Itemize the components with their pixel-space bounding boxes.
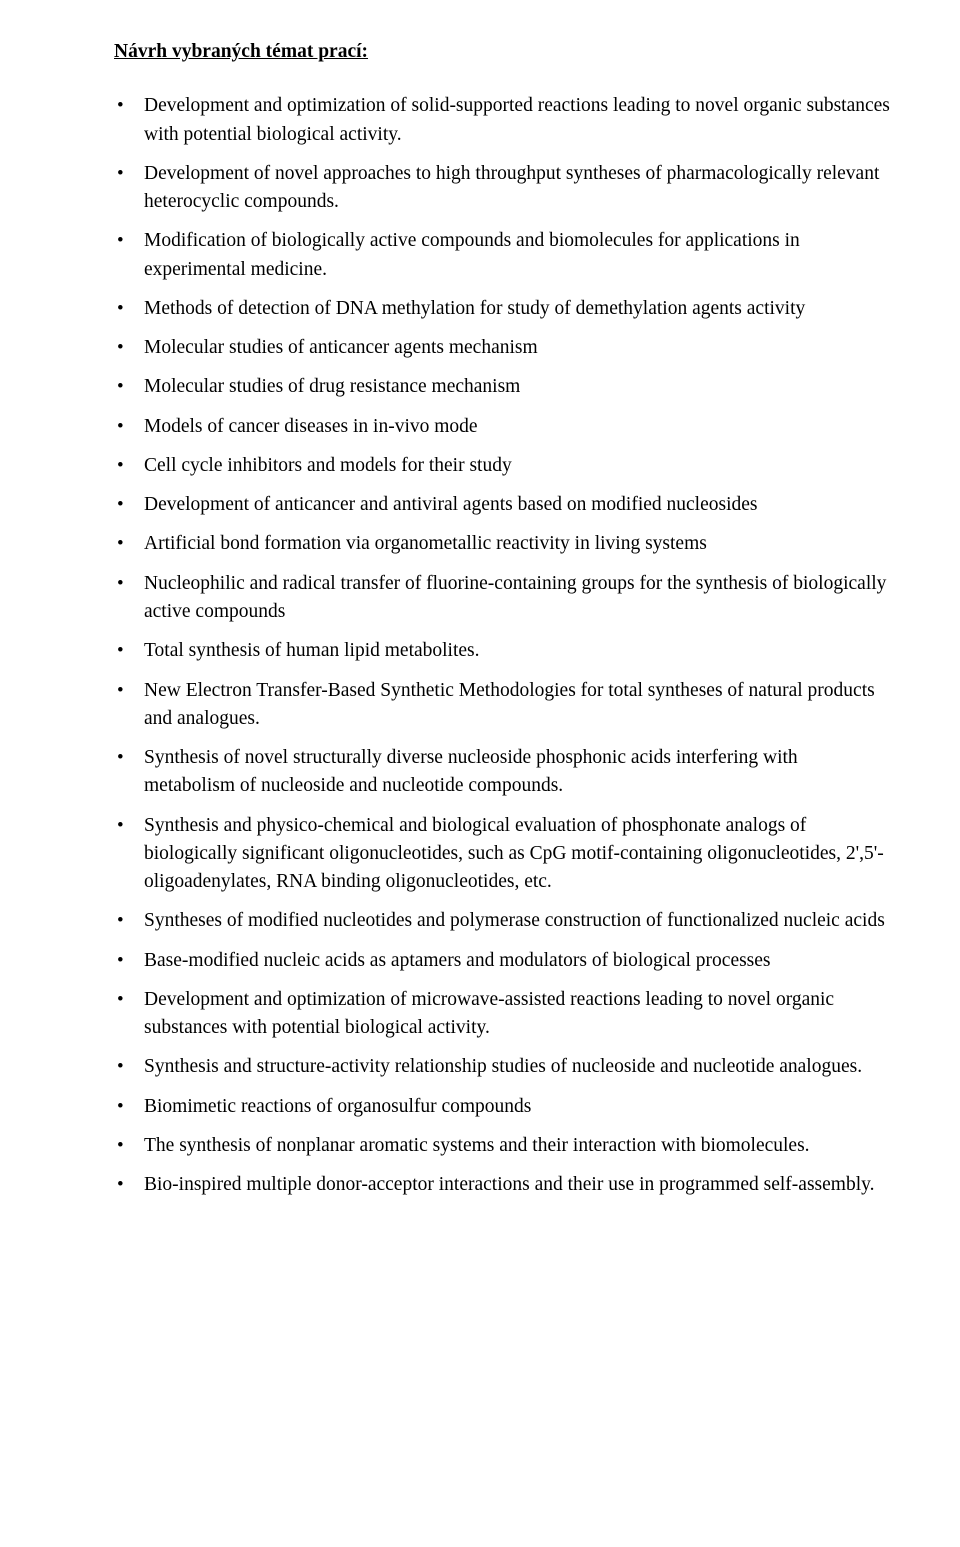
list-item-text: Total synthesis of human lipid metabolit… bbox=[144, 640, 480, 661]
list-item: Total synthesis of human lipid metabolit… bbox=[114, 637, 892, 665]
list-item-text: Modification of biologically active comp… bbox=[144, 230, 800, 279]
list-item: Synthesis and physico-chemical and biolo… bbox=[114, 812, 892, 897]
list-item-text: New Electron Transfer-Based Synthetic Me… bbox=[144, 680, 875, 729]
list-item-text: Development of novel approaches to high … bbox=[144, 163, 879, 212]
list-item: Molecular studies of drug resistance mec… bbox=[114, 373, 892, 401]
list-item-text: Development and optimization of microwav… bbox=[144, 989, 834, 1038]
list-item-text: Cell cycle inhibitors and models for the… bbox=[144, 455, 512, 476]
document-page: Návrh vybraných témat prací: Development… bbox=[0, 0, 960, 1241]
list-item: Artificial bond formation via organometa… bbox=[114, 530, 892, 558]
list-item-text: Synthesis and physico-chemical and biolo… bbox=[144, 815, 884, 893]
list-item: Syntheses of modified nucleotides and po… bbox=[114, 907, 892, 935]
list-item: The synthesis of nonplanar aromatic syst… bbox=[114, 1132, 892, 1160]
list-item-text: Molecular studies of anticancer agents m… bbox=[144, 337, 538, 358]
list-item: Modification of biologically active comp… bbox=[114, 227, 892, 284]
list-item-text: Syntheses of modified nucleotides and po… bbox=[144, 910, 885, 931]
list-item-text: Base-modified nucleic acids as aptamers … bbox=[144, 950, 771, 971]
list-item-text: Synthesis and structure-activity relatio… bbox=[144, 1056, 862, 1077]
list-item-text: Molecular studies of drug resistance mec… bbox=[144, 376, 520, 397]
list-item: Molecular studies of anticancer agents m… bbox=[114, 334, 892, 362]
list-item-text: The synthesis of nonplanar aromatic syst… bbox=[144, 1135, 810, 1156]
list-item-text: Nucleophilic and radical transfer of flu… bbox=[144, 573, 886, 622]
list-item-text: Development of anticancer and antiviral … bbox=[144, 494, 758, 515]
page-heading: Návrh vybraných témat prací: bbox=[114, 38, 892, 66]
list-item: Development of anticancer and antiviral … bbox=[114, 491, 892, 519]
topic-list: Development and optimization of solid-su… bbox=[114, 92, 892, 1199]
list-item: New Electron Transfer-Based Synthetic Me… bbox=[114, 677, 892, 734]
list-item-text: Methods of detection of DNA methylation … bbox=[144, 298, 805, 319]
list-item-text: Artificial bond formation via organometa… bbox=[144, 533, 707, 554]
list-item: Base-modified nucleic acids as aptamers … bbox=[114, 947, 892, 975]
list-item: Biomimetic reactions of organosulfur com… bbox=[114, 1093, 892, 1121]
list-item: Bio-inspired multiple donor-acceptor int… bbox=[114, 1171, 892, 1199]
list-item: Development and optimization of solid-su… bbox=[114, 92, 892, 149]
list-item: Development and optimization of microwav… bbox=[114, 986, 892, 1043]
list-item: Models of cancer diseases in in-vivo mod… bbox=[114, 413, 892, 441]
list-item: Development of novel approaches to high … bbox=[114, 160, 892, 217]
list-item-text: Synthesis of novel structurally diverse … bbox=[144, 747, 798, 796]
list-item-text: Biomimetic reactions of organosulfur com… bbox=[144, 1096, 531, 1117]
list-item: Methods of detection of DNA methylation … bbox=[114, 295, 892, 323]
list-item: Nucleophilic and radical transfer of flu… bbox=[114, 570, 892, 627]
list-item-text: Development and optimization of solid-su… bbox=[144, 95, 890, 144]
list-item-text: Bio-inspired multiple donor-acceptor int… bbox=[144, 1174, 874, 1195]
list-item: Cell cycle inhibitors and models for the… bbox=[114, 452, 892, 480]
list-item: Synthesis and structure-activity relatio… bbox=[114, 1053, 892, 1081]
list-item: Synthesis of novel structurally diverse … bbox=[114, 744, 892, 801]
list-item-text: Models of cancer diseases in in-vivo mod… bbox=[144, 416, 478, 437]
